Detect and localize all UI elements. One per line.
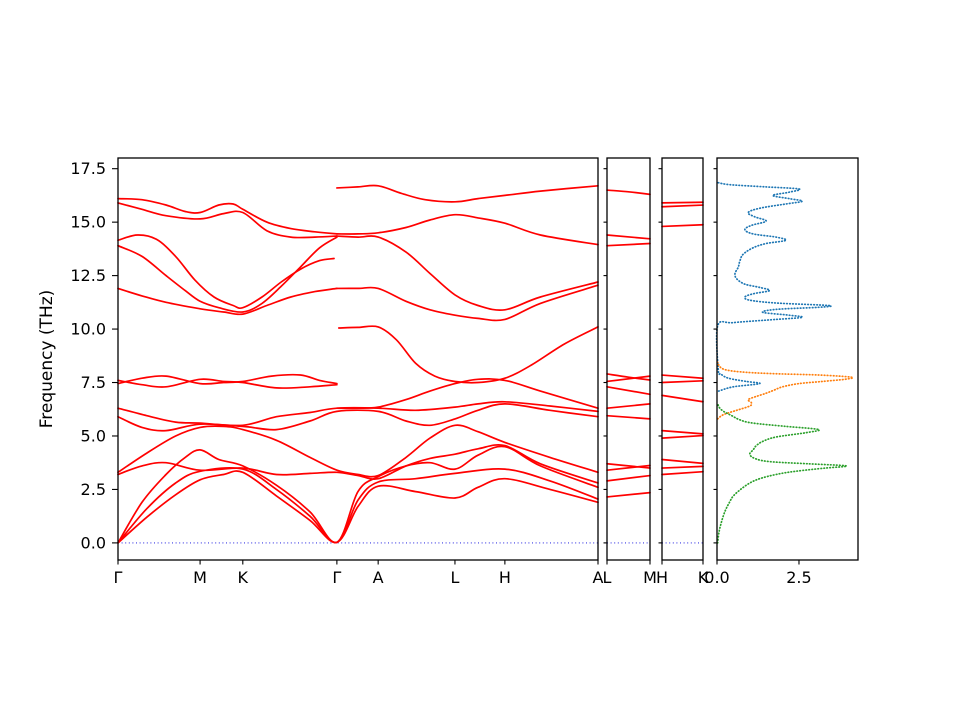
phonon-band <box>117 424 599 478</box>
phonon-band <box>606 375 651 383</box>
phonon-band <box>606 464 651 472</box>
y-tick-label: 2.5 <box>81 480 106 499</box>
phonon-band <box>117 197 338 235</box>
panel-frame-dos <box>716 157 859 561</box>
phonon-band <box>606 373 651 381</box>
dos-curve-dos-mid-band <box>716 361 854 420</box>
phonon-band <box>606 403 651 410</box>
phonon-band <box>606 474 651 482</box>
dos-curve-dos-high-band <box>715 181 833 392</box>
x-tick-label: Γ <box>332 568 341 587</box>
x-tick-label: M <box>193 568 207 587</box>
panel-frame-band-hk <box>661 157 704 561</box>
phonon-band <box>117 378 338 389</box>
x-tick-label: 0.0 <box>704 568 729 587</box>
phonon-band <box>606 234 651 240</box>
x-tick-label: A <box>373 568 384 587</box>
phonon-band <box>661 465 704 469</box>
phonon-band <box>117 445 599 544</box>
phonon-band <box>336 284 599 322</box>
y-tick-label: 12.5 <box>70 266 106 285</box>
phonon-band <box>606 189 651 196</box>
panel-frame-band-lm <box>606 157 651 561</box>
phonon-band <box>661 470 704 476</box>
phonon-band <box>661 434 704 439</box>
phonon-band <box>117 202 338 239</box>
x-tick-label: K <box>238 568 249 587</box>
phonon-band <box>606 462 651 469</box>
phonon-band <box>661 394 704 403</box>
y-tick-label: 15.0 <box>70 213 106 232</box>
phonon-band <box>117 287 338 316</box>
x-tick-label: L <box>603 568 612 587</box>
x-tick-label: M <box>643 568 657 587</box>
x-tick-label: K <box>698 568 709 587</box>
x-tick-label: Γ <box>114 568 123 587</box>
phonon-band <box>337 325 599 384</box>
phonon-band <box>606 385 651 396</box>
phonon-band <box>117 443 599 484</box>
x-tick-label: A <box>593 568 604 587</box>
x-tick-label: L <box>450 568 459 587</box>
y-tick-label: 0.0 <box>81 533 106 552</box>
phonon-band <box>661 379 704 384</box>
phonon-band <box>117 236 338 313</box>
phonon-band <box>336 213 599 246</box>
phonon-band <box>661 201 704 204</box>
panel-frame-band-main <box>117 157 599 561</box>
y-axis-label: Frequency (THz) <box>37 290 57 429</box>
x-tick-label: H <box>656 568 668 587</box>
phonon-band <box>336 378 599 410</box>
phonon-band <box>661 429 704 435</box>
y-tick-label: 10.0 <box>70 320 106 339</box>
phonon-band <box>661 204 704 208</box>
phonon-band <box>606 491 651 498</box>
phonon-band <box>606 242 651 247</box>
y-tick-label: 5.0 <box>81 426 106 445</box>
phonon-band <box>336 235 599 311</box>
phonon-band <box>661 458 704 465</box>
x-tick-label: H <box>499 568 511 587</box>
x-tick-label: 2.5 <box>786 568 811 587</box>
y-tick-label: 7.5 <box>81 373 106 392</box>
phonon-band <box>117 403 599 432</box>
phonon-band <box>117 234 335 310</box>
y-tick-label: 17.5 <box>70 159 106 178</box>
phonon-band <box>606 414 651 420</box>
phonon-band <box>336 184 599 203</box>
phonon-band <box>661 374 704 380</box>
phonon-band <box>661 223 704 228</box>
dos-curve-dos-low-band <box>716 401 848 544</box>
